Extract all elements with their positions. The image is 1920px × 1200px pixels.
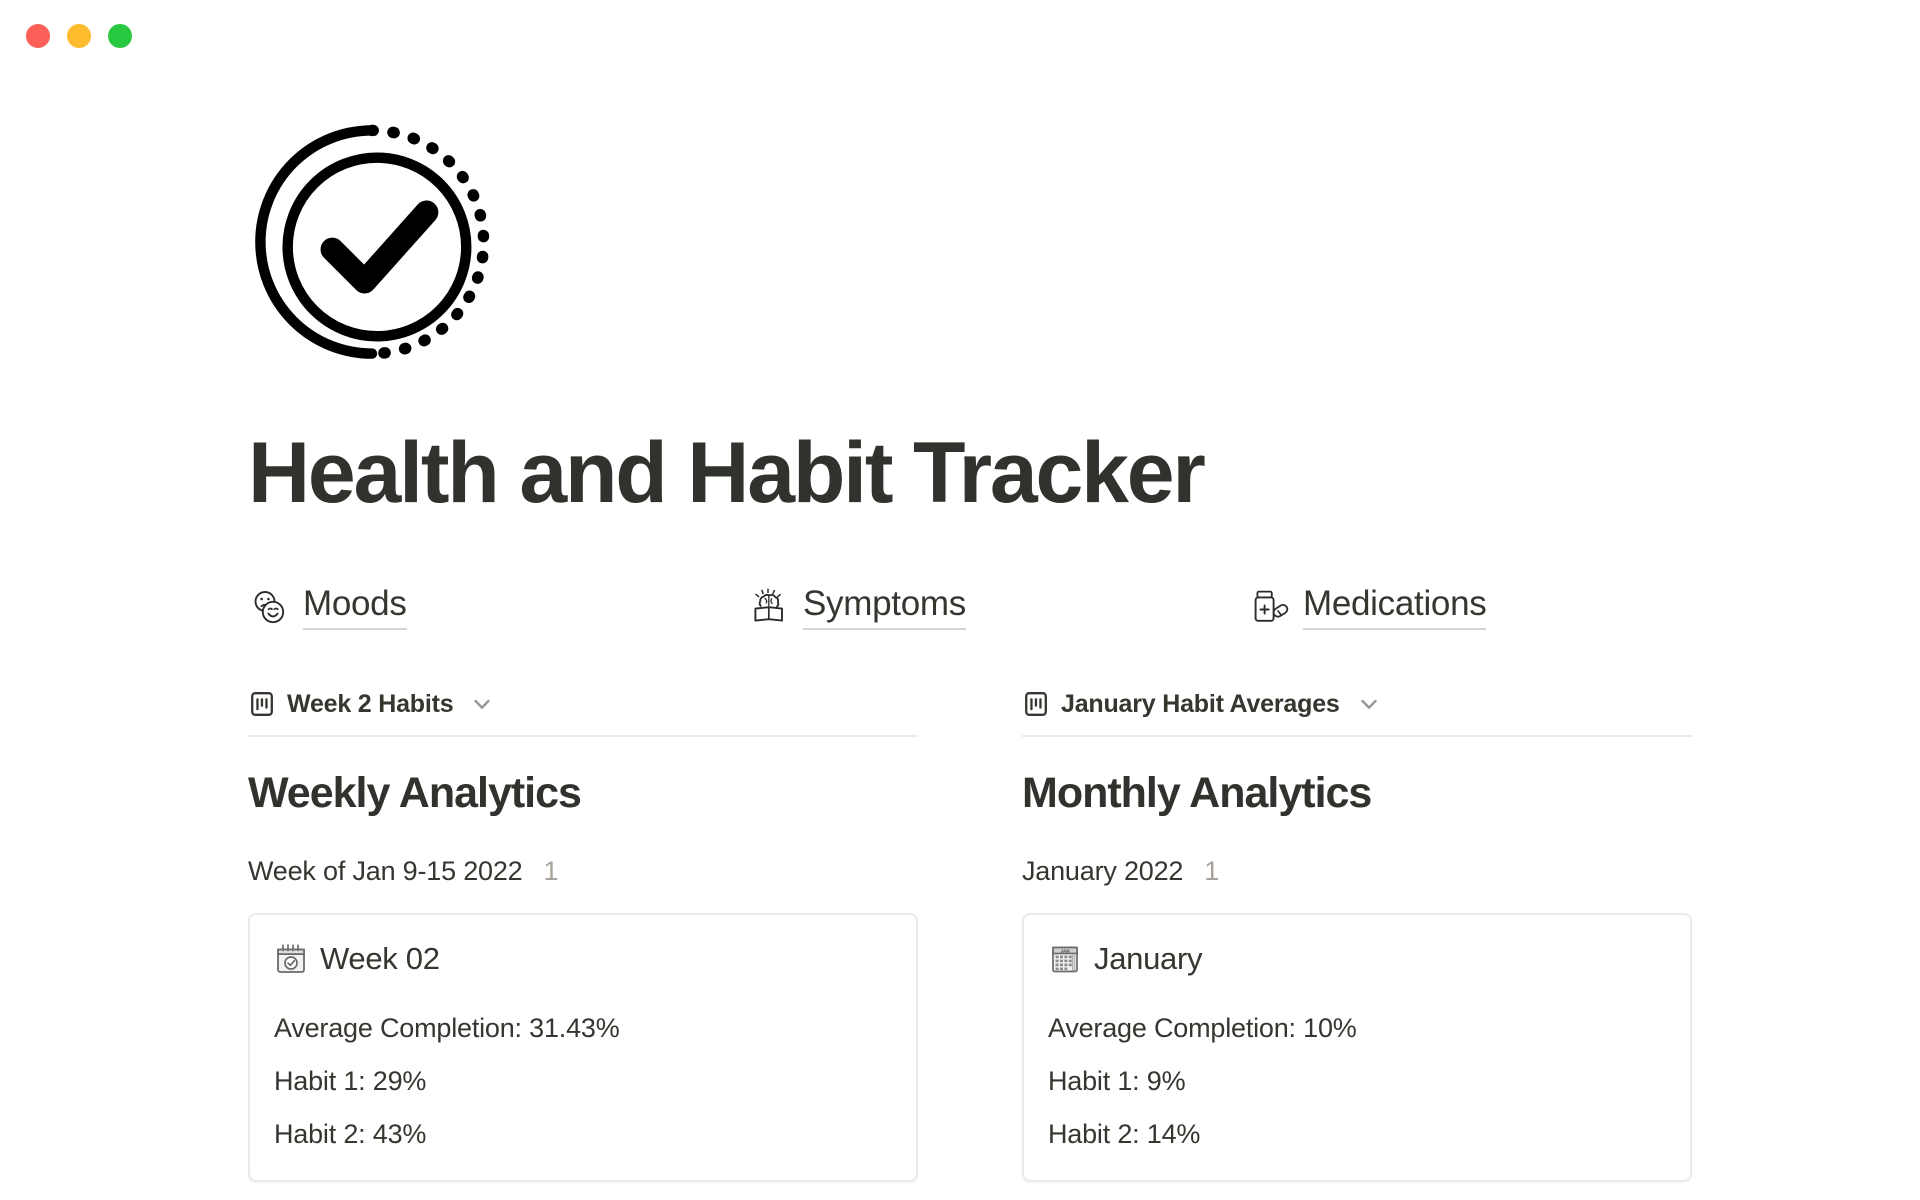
analytics-columns: Week 2 Habits Weekly Analytics Week of J…: [248, 690, 1860, 1182]
database-title: Week 2 Habits: [287, 689, 454, 718]
brain-book-icon: [748, 586, 790, 628]
nav-link-medications[interactable]: Medications: [1248, 584, 1487, 630]
group-header-weekly: Week of Jan 9-15 2022 1: [248, 856, 918, 887]
nav-link-label: Moods: [303, 584, 407, 630]
group-header-monthly: January 2022 1: [1022, 856, 1692, 887]
section-title-monthly: Monthly Analytics: [1022, 768, 1372, 817]
nav-link-label: Symptoms: [803, 584, 966, 630]
card-week-02[interactable]: Week 02 Average Completion: 31.43% Habit…: [248, 912, 918, 1182]
svg-text:JAN: JAN: [1060, 948, 1070, 953]
card-property-habit-2: Habit 2: 14%: [1048, 1118, 1201, 1149]
card-title-row: Week 02: [274, 941, 892, 977]
spiral-calendar-icon: [274, 942, 308, 976]
group-name: Week of Jan 9-15 2022: [248, 855, 523, 886]
board-view-icon: [1022, 690, 1050, 718]
nav-link-moods[interactable]: Moods: [248, 584, 748, 630]
nav-link-label: Medications: [1303, 584, 1487, 630]
database-header-week-2-habits[interactable]: Week 2 Habits: [248, 690, 918, 737]
group-count: 1: [1204, 855, 1220, 886]
nav-link-symptoms[interactable]: Symptoms: [748, 584, 1248, 630]
board-view-icon: [248, 690, 276, 718]
nav-links-row: Moods Symptoms: [248, 584, 1860, 630]
section-title-weekly: Weekly Analytics: [248, 768, 582, 817]
minimize-window-button[interactable]: [67, 24, 91, 48]
card-property-habit-1: Habit 1: 29%: [274, 1065, 427, 1096]
chevron-down-icon[interactable]: [1355, 690, 1383, 718]
card-january[interactable]: JAN: [1022, 912, 1692, 1182]
column-weekly: Week 2 Habits Weekly Analytics Week of J…: [248, 690, 918, 1182]
card-property-habit-1: Habit 1: 9%: [1048, 1065, 1186, 1096]
card-property-habit-2: Habit 2: 43%: [274, 1118, 427, 1149]
group-count: 1: [543, 855, 559, 886]
pill-bottle-icon: [1248, 586, 1290, 628]
card-title: Week 02: [320, 940, 440, 976]
maximize-window-button[interactable]: [108, 24, 132, 48]
card-property-average-completion: Average Completion: 31.43%: [274, 1012, 620, 1043]
calendar-jan-icon: JAN: [1048, 942, 1082, 976]
group-name: January 2022: [1022, 855, 1184, 886]
card-title-row: JAN: [1048, 941, 1666, 977]
traffic-lights: [26, 24, 132, 48]
chevron-down-icon[interactable]: [468, 690, 496, 718]
check-circle-dotted-icon[interactable]: [248, 118, 496, 366]
two-faces-icon: [248, 586, 290, 628]
close-window-button[interactable]: [26, 24, 50, 48]
card-title: January: [1094, 940, 1203, 976]
database-title: January Habit Averages: [1061, 689, 1340, 718]
window-titlebar: [0, 0, 1920, 72]
page-content: Health and Habit Tracker Moods: [0, 118, 1920, 1182]
card-property-average-completion: Average Completion: 10%: [1048, 1012, 1357, 1043]
column-monthly: January Habit Averages Monthly Analytics…: [1022, 690, 1692, 1182]
page-title: Health and Habit Tracker: [248, 425, 1206, 521]
database-header-january-habit-averages[interactable]: January Habit Averages: [1022, 690, 1692, 737]
